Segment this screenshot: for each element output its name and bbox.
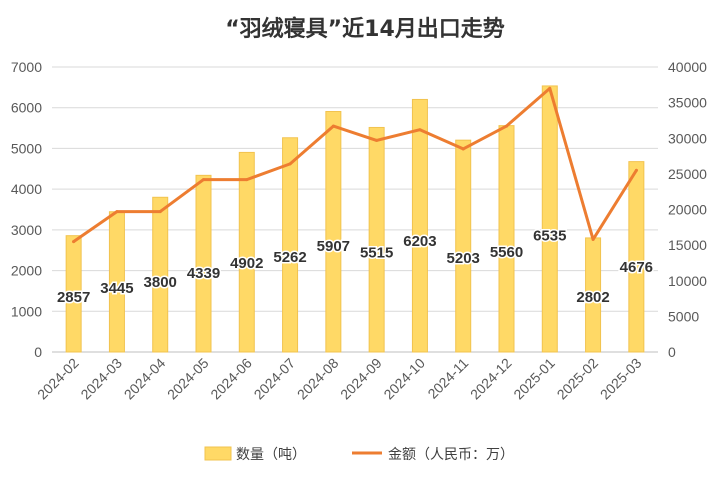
bar-data-label: 6203 (403, 233, 436, 250)
bar-data-label: 5515 (360, 245, 393, 262)
left-axis-tick-label: 0 (34, 344, 42, 360)
right-axis-tick-label: 30000 (668, 130, 707, 146)
bar (498, 125, 515, 353)
left-axis-tick-label: 1000 (11, 303, 42, 319)
bar (152, 196, 169, 353)
bar-data-label: 3445 (100, 280, 133, 297)
amount-line-point (591, 237, 595, 241)
bar (541, 85, 558, 353)
amount-line-point (331, 124, 335, 128)
x-axis-tick-label: 2025-03 (597, 355, 645, 403)
amount-line-point (505, 124, 508, 128)
bar-data-label: 6535 (533, 227, 566, 244)
bar-data-label: 2802 (576, 289, 609, 306)
left-axis-tick-label: 7000 (11, 59, 42, 75)
amount-line (72, 86, 638, 244)
x-axis-tick-label: 2024-03 (77, 355, 125, 403)
bar-data-label: 2857 (57, 289, 90, 306)
bar (65, 235, 82, 353)
right-axis-tick-label: 15000 (668, 237, 707, 253)
right-axis-tick-label: 20000 (668, 202, 707, 218)
bar (368, 126, 385, 353)
right-axis-tick-label: 10000 (668, 273, 707, 289)
amount-line-point (158, 210, 162, 214)
right-axis-tick-label: 5000 (668, 308, 699, 324)
legend-label-quantity: 数量（吨） (236, 447, 306, 463)
x-axis-tick-label: 2024-05 (164, 355, 212, 403)
bar (628, 161, 645, 353)
bar (455, 139, 472, 353)
chart-title: “羽绒寝具”近14月出口走势 (225, 16, 505, 42)
x-axis-tick-label: 2024-08 (294, 355, 342, 403)
amount-line-point (72, 240, 76, 244)
bar-data-label: 5560 (490, 244, 523, 261)
gridlines (52, 66, 658, 353)
bar-data-label: 4339 (187, 265, 220, 282)
amount-line-point (375, 138, 379, 142)
x-axis: 2024-022024-032024-042024-052024-062024-… (34, 355, 645, 403)
bar (195, 174, 212, 353)
line-series-amount (72, 86, 638, 244)
left-axis-tick-label: 3000 (11, 222, 42, 238)
right-axis-tick-label: 0 (668, 344, 676, 360)
x-axis-tick-label: 2024-02 (34, 355, 82, 403)
right-axis-tick-label: 40000 (668, 59, 707, 75)
amount-line-point (548, 86, 552, 90)
bar (282, 137, 299, 353)
left-axis: 0 1000 2000 3000 4000 5000 6000 7000 (11, 59, 42, 360)
x-axis-tick-label: 2024-07 (251, 355, 299, 403)
bar-data-label: 5907 (317, 238, 350, 255)
x-axis-tick-label: 2024-06 (207, 355, 255, 403)
bar (325, 111, 342, 353)
data-labels: 2857 3445 3800 4339 4902 5262 5907 5515 6203 5203… (55, 226, 654, 308)
amount-line-point (115, 210, 119, 214)
bar-series-quantity (65, 85, 645, 353)
legend-label-amount: 金额（人民币：万） (388, 447, 514, 463)
x-axis-tick-label: 2025-02 (554, 355, 602, 403)
x-axis-tick-label: 2024-12 (467, 355, 515, 403)
legend: 数量（吨） 金额（人民币：万） (204, 446, 514, 463)
left-axis-tick-label: 2000 (11, 263, 42, 279)
amount-line-point (461, 147, 465, 151)
amount-line-point (245, 178, 249, 182)
x-axis-tick-label: 2024-09 (337, 355, 385, 403)
amount-line-point (634, 168, 638, 172)
left-axis-tick-label: 5000 (11, 140, 42, 156)
x-axis-tick-label: 2024-10 (380, 355, 428, 403)
x-axis-tick-label: 2024-04 (121, 355, 169, 403)
x-axis-tick-label: 2024-11 (424, 355, 471, 402)
left-axis-tick-label: 6000 (11, 100, 42, 116)
right-axis-tick-label: 25000 (668, 166, 707, 182)
legend-swatch-quantity (204, 446, 232, 461)
bar (411, 98, 428, 353)
bar-data-label: 4676 (620, 259, 653, 276)
bar-data-label: 3800 (144, 274, 177, 291)
amount-line-point (288, 162, 292, 166)
left-axis-tick-label: 4000 (11, 181, 42, 197)
amount-line-point (418, 128, 422, 132)
amount-line-point (202, 178, 205, 182)
bar (238, 151, 255, 353)
bar-data-label: 5262 (273, 249, 306, 266)
right-axis: 0 5000 10000 15000 20000 25000 30000 35000 40000 (668, 59, 707, 360)
bar-data-label: 4902 (230, 255, 263, 272)
right-axis-tick-label: 35000 (668, 95, 707, 111)
x-axis-tick-label: 2025-01 (510, 355, 558, 403)
bar-data-label: 5203 (447, 250, 480, 267)
